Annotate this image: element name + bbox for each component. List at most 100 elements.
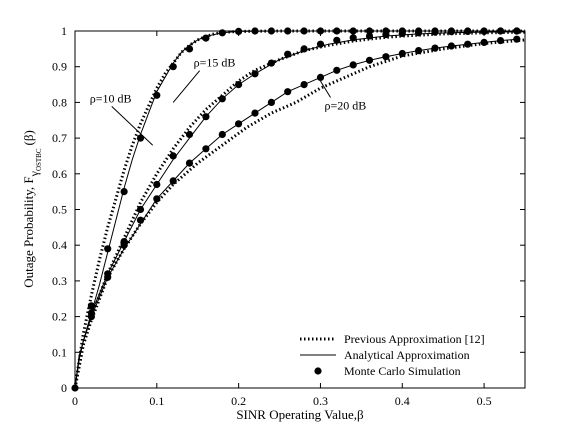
- monte-carlo-marker: [71, 384, 79, 392]
- annotation-label: ρ=15 dB: [194, 56, 236, 70]
- y-tick-label: 0: [61, 381, 67, 395]
- monte-carlo-marker: [284, 50, 292, 58]
- y-tick-label: 0.6: [52, 167, 67, 181]
- monte-carlo-marker: [480, 38, 488, 47]
- markers: [71, 27, 521, 392]
- legend-swatch-marker: [314, 367, 322, 375]
- annotation-leader: [172, 70, 201, 103]
- x-axis-label: SINR Operating Value,β: [236, 407, 364, 422]
- monte-carlo-marker: [87, 313, 95, 321]
- monte-carlo-marker: [365, 27, 374, 35]
- monte-carlo-marker: [464, 27, 472, 35]
- legend-label: Monte Carlo Simulation: [344, 364, 461, 378]
- monte-carlo-marker: [349, 61, 357, 69]
- monte-carlo-marker: [267, 59, 275, 67]
- y-axis-label-sub: γ: [27, 170, 41, 177]
- monte-carlo-marker: [185, 159, 194, 167]
- monte-carlo-marker: [284, 27, 292, 35]
- monte-carlo-marker: [235, 27, 243, 35]
- monte-carlo-marker: [365, 56, 374, 64]
- monte-carlo-marker: [415, 47, 423, 55]
- monte-carlo-marker: [169, 177, 177, 185]
- y-axis-label: Outage Probability, FγOSTBC (β): [21, 130, 43, 288]
- y-axis-label-tail: (β): [21, 130, 36, 145]
- annotation-leader: [111, 106, 154, 146]
- monte-carlo-marker: [202, 113, 210, 121]
- monte-carlo-marker: [267, 27, 275, 35]
- monte-carlo-marker: [202, 34, 210, 42]
- monte-carlo-marker: [104, 273, 112, 281]
- monte-carlo-marker: [218, 130, 226, 139]
- axis-ticks: 0 0.1 0.2 0.3 0.4 0.5 0 0.1 0.2 0.3 0.4 0.5 0.6 0.7 0.…: [52, 24, 525, 408]
- monte-carlo-marker: [153, 195, 161, 203]
- monte-carlo-marker: [398, 49, 406, 58]
- y-tick-label: 0.3: [52, 274, 67, 288]
- annotation-label: ρ=20 dB: [325, 99, 367, 113]
- y-tick-label: 0.2: [52, 310, 67, 324]
- monte-carlo-marker: [153, 180, 161, 189]
- monte-carlo-marker: [235, 120, 243, 128]
- monte-carlo-marker: [153, 91, 161, 99]
- y-tick-label: 0.5: [52, 203, 67, 217]
- x-tick-label: 0.4: [395, 394, 410, 408]
- y-tick-label: 0.7: [52, 131, 67, 145]
- monte-carlo-marker: [104, 245, 112, 253]
- y-tick-label: 0.8: [52, 95, 67, 109]
- monte-carlo-marker: [349, 27, 357, 35]
- monte-carlo-marker: [382, 53, 390, 61]
- monte-carlo-marker: [316, 27, 325, 35]
- y-tick-label: 0.4: [52, 238, 67, 252]
- monte-carlo-marker: [382, 30, 390, 39]
- x-tick-label: 0.1: [149, 394, 164, 408]
- monte-carlo-marker: [431, 28, 439, 36]
- previous-approximation-curve: [73, 30, 526, 389]
- monte-carlo-marker: [251, 109, 259, 117]
- annotation-leader: [320, 80, 331, 98]
- monte-carlo-marker: [513, 35, 521, 43]
- monte-carlo-marker: [513, 27, 521, 35]
- monte-carlo-marker: [136, 134, 145, 142]
- monte-carlo-marker: [235, 81, 243, 89]
- y-tick-label: 1: [61, 24, 67, 38]
- monte-carlo-marker: [431, 44, 439, 52]
- monte-carlo-marker: [136, 205, 145, 214]
- monte-carlo-marker: [447, 42, 455, 50]
- monte-carlo-marker: [480, 27, 488, 35]
- monte-carlo-marker: [185, 130, 194, 139]
- monte-carlo-marker: [169, 152, 177, 160]
- monte-carlo-marker: [333, 36, 341, 44]
- monte-carlo-marker: [251, 27, 259, 35]
- annotations: ρ=10 dB ρ=15 dB ρ=20 dB: [90, 56, 367, 146]
- y-axis-label-main: Outage Probability, F: [21, 176, 36, 287]
- monte-carlo-marker: [365, 32, 374, 40]
- monte-carlo-marker: [185, 45, 194, 53]
- monte-carlo-marker: [349, 34, 357, 42]
- monte-carlo-marker: [136, 216, 145, 224]
- monte-carlo-marker: [300, 45, 308, 53]
- annotation-label: ρ=10 dB: [90, 91, 132, 105]
- monte-carlo-marker: [496, 37, 505, 45]
- monte-carlo-marker: [120, 241, 128, 249]
- monte-carlo-marker: [251, 70, 259, 78]
- y-axis-label-subsub: OSTBC: [35, 148, 43, 171]
- monte-carlo-marker: [316, 73, 325, 81]
- analytical-approximation-curve: [74, 30, 525, 389]
- monte-carlo-marker: [464, 40, 472, 48]
- legend-label: Analytical Approximation: [344, 348, 470, 362]
- monte-carlo-marker: [333, 66, 341, 74]
- monte-carlo-marker: [169, 63, 177, 71]
- monte-carlo-marker: [333, 27, 341, 35]
- monte-carlo-marker: [218, 95, 226, 103]
- monte-carlo-marker: [300, 27, 308, 35]
- monte-carlo-marker: [267, 98, 275, 106]
- monte-carlo-marker: [87, 302, 95, 310]
- monte-carlo-marker: [415, 29, 423, 37]
- monte-carlo-marker: [218, 29, 226, 37]
- x-tick-label: 0: [72, 394, 78, 408]
- x-tick-label: 0.3: [313, 394, 328, 408]
- monte-carlo-marker: [316, 40, 325, 48]
- monte-carlo-marker: [447, 28, 455, 36]
- monte-carlo-marker: [300, 81, 308, 89]
